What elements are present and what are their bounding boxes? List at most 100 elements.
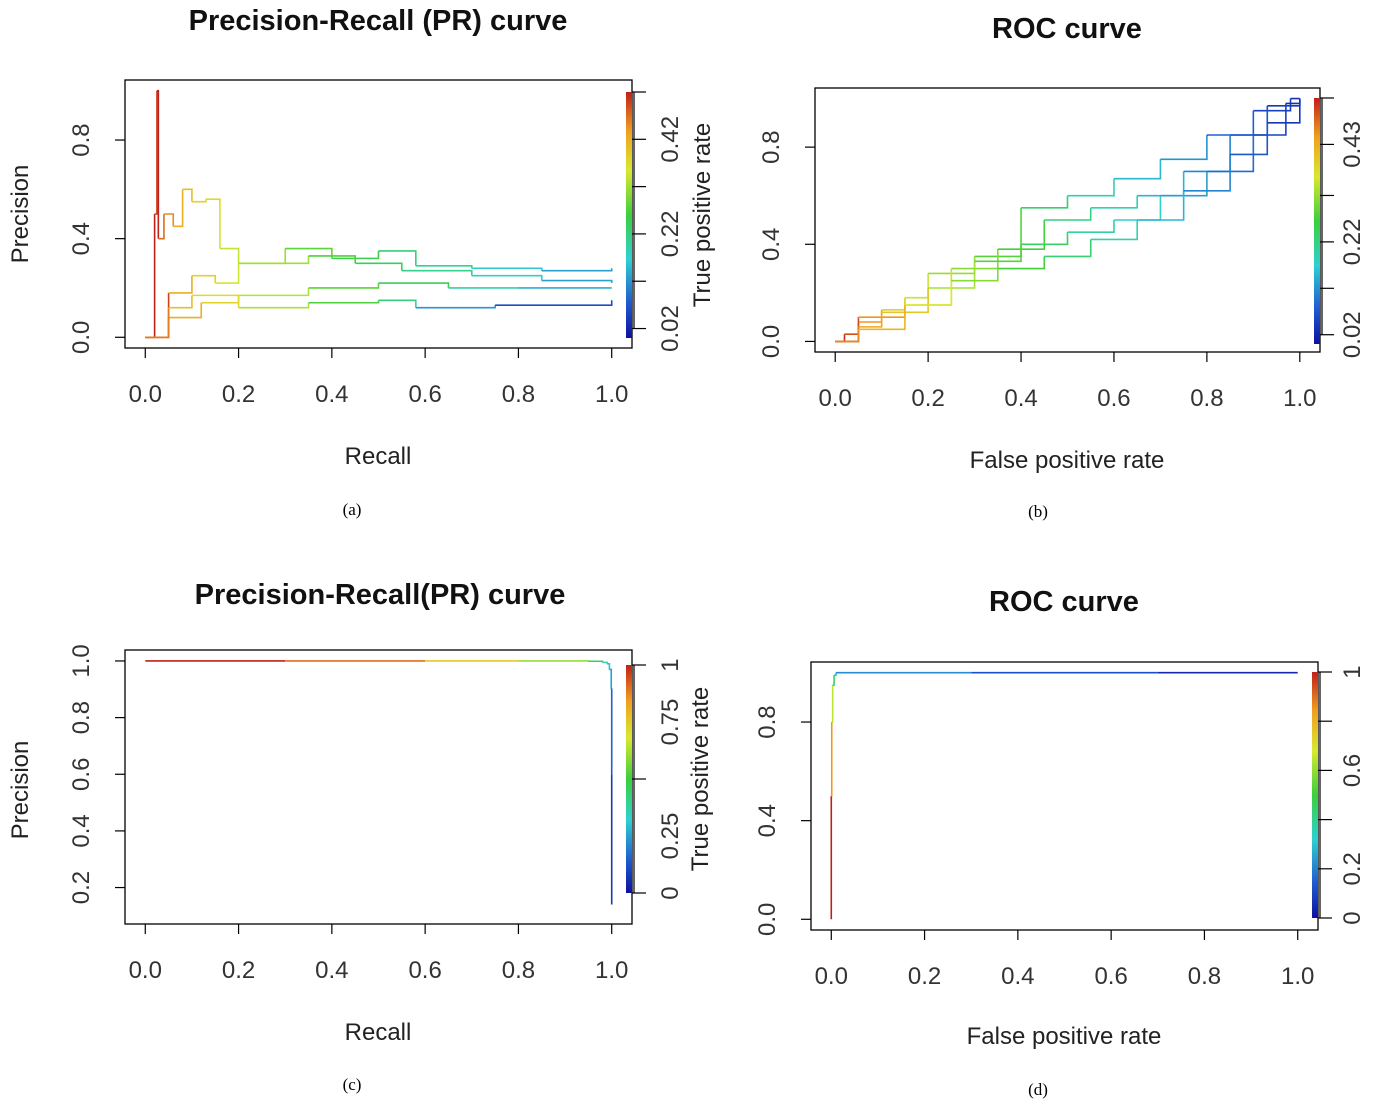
y-tick-label: 0.8 <box>68 701 95 734</box>
series-segment <box>904 273 929 299</box>
series-segment <box>609 668 613 690</box>
series-segment <box>1113 159 1162 180</box>
panel-caption: (d) <box>1028 1080 1048 1099</box>
x-tick-label: 1.0 <box>595 381 628 408</box>
series-segment <box>331 250 380 260</box>
colorbar-tick-label: 1 <box>657 658 684 671</box>
y-tick-label: 0.4 <box>754 804 781 837</box>
series-segment <box>182 188 193 202</box>
series-segment <box>1044 207 1092 221</box>
x-axis-label: Recall <box>345 443 412 470</box>
x-tick-label: 0.0 <box>815 963 848 990</box>
series-segment <box>1183 154 1231 192</box>
x-tick-label: 0.4 <box>315 381 348 408</box>
x-tick-label: 0.0 <box>819 385 852 412</box>
series-line <box>145 255 613 339</box>
series-segment <box>835 329 860 343</box>
x-tick-label: 0.8 <box>502 957 535 984</box>
series-segment <box>308 255 356 264</box>
series-segment <box>156 89 160 239</box>
x-tick-label: 1.0 <box>595 957 628 984</box>
y-tick-label: 0.8 <box>758 130 785 163</box>
chart-title: ROC curve <box>989 586 1139 618</box>
series-segment <box>831 685 834 723</box>
x-tick-label: 0.0 <box>129 957 162 984</box>
series-segment <box>997 220 1046 250</box>
panel-caption: (c) <box>343 1075 362 1094</box>
x-tick-label: 0.6 <box>1097 385 1130 412</box>
series-segment <box>1021 195 1069 209</box>
series-segment <box>844 322 860 335</box>
series-segment <box>238 255 310 265</box>
x-tick-label: 0.8 <box>1190 385 1223 412</box>
series-segment <box>173 189 184 228</box>
series-segment <box>832 675 835 686</box>
series-segment <box>158 214 165 240</box>
series-segment <box>1067 178 1115 197</box>
series-segment <box>1021 232 1069 246</box>
y-axis-label: Precision <box>7 165 34 264</box>
colorbar-tick-label: 1 <box>1339 665 1366 678</box>
series-segment <box>401 269 473 276</box>
series-segment <box>308 283 380 289</box>
colorbar-tick-label: 0.2 <box>1339 852 1366 885</box>
series-segment <box>858 312 883 328</box>
series-segment <box>471 274 543 281</box>
y-tick-label: 1.0 <box>68 644 95 677</box>
series-segment <box>1206 110 1255 136</box>
series-segment <box>308 300 380 304</box>
series-segment <box>607 662 611 670</box>
x-tick-label: 0.4 <box>1004 385 1037 412</box>
colorbar-tick-label: 0.02 <box>657 305 684 352</box>
chart-title: ROC curve <box>992 13 1142 45</box>
colorbar-tick-label: 0 <box>657 886 684 899</box>
plot-frame <box>810 661 1319 931</box>
series-segment <box>881 288 929 314</box>
series-segment <box>951 268 999 282</box>
series-segment <box>168 302 203 319</box>
chart-title: Precision-Recall (PR) curve <box>189 5 568 37</box>
series-segment <box>378 299 417 303</box>
series-segment <box>541 279 613 284</box>
y-tick-label: 0.0 <box>68 321 95 354</box>
colorbar-tick-label: 0 <box>1339 911 1366 924</box>
series-segment <box>1267 98 1301 124</box>
series-segment <box>145 307 170 339</box>
y-tick-label: 0.8 <box>68 123 95 156</box>
x-axis-label: False positive rate <box>967 1023 1162 1050</box>
series-segment <box>168 295 193 309</box>
colorbar-tick-label: 0.22 <box>657 211 684 258</box>
chart-title: Precision-Recall(PR) curve <box>195 579 566 611</box>
y-tick-label: 0.8 <box>754 705 781 738</box>
colorbar-label: True positive rate <box>689 123 716 308</box>
series-segment <box>1206 134 1255 173</box>
series-segment <box>495 300 613 307</box>
y-tick-label: 0.4 <box>68 222 95 255</box>
x-tick-label: 0.6 <box>408 957 441 984</box>
colorbar-tick-label: 0.22 <box>1339 219 1366 266</box>
series-segment <box>834 672 837 676</box>
series-segment <box>215 263 240 284</box>
series-segment <box>974 244 1022 263</box>
x-tick-label: 0.2 <box>911 385 944 412</box>
y-tick-label: 0.4 <box>758 228 785 261</box>
series-segment <box>835 317 860 343</box>
colorbar-label: True positive rate <box>687 687 714 872</box>
colorbar-tick-label: 0.6 <box>1339 754 1366 787</box>
series-segment <box>191 294 240 308</box>
series-segment <box>1160 134 1208 161</box>
series-segment <box>154 90 158 215</box>
x-tick-label: 0.2 <box>222 957 255 984</box>
colorbar <box>1314 98 1320 344</box>
panel-b: ROC curve 0.0 0.2 0.4 0.6 0.8 1.0 0.0 0.4 0.8 Fals… <box>758 13 1366 521</box>
x-axis-label: False positive rate <box>970 447 1165 474</box>
series-segment <box>163 213 175 227</box>
series-segment <box>145 292 170 339</box>
series-line <box>830 671 1298 920</box>
series-segment <box>602 661 608 664</box>
colorbar-tick-label: 0.25 <box>657 813 684 860</box>
series-segment <box>378 282 450 288</box>
series-segment <box>881 297 906 311</box>
x-tick-label: 1.0 <box>1281 963 1314 990</box>
